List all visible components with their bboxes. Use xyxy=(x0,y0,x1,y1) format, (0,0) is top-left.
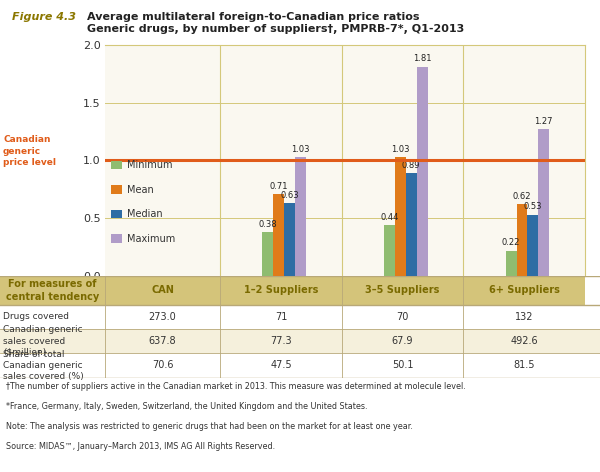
Text: Average multilateral foreign-to-Canadian price ratios: Average multilateral foreign-to-Canadian… xyxy=(87,12,419,22)
Text: 77.3: 77.3 xyxy=(270,336,292,346)
Text: For measures of
central tendency: For measures of central tendency xyxy=(6,279,99,302)
Bar xyxy=(517,204,527,276)
Bar xyxy=(284,203,295,276)
Bar xyxy=(406,173,416,276)
Text: 70.6: 70.6 xyxy=(152,361,173,371)
Text: 0.63: 0.63 xyxy=(280,191,299,200)
Text: Note: The analysis was restricted to generic drugs that had been on the market f: Note: The analysis was restricted to gen… xyxy=(6,422,413,431)
Bar xyxy=(220,276,342,304)
Text: 1.27: 1.27 xyxy=(535,117,553,126)
Text: Minimum: Minimum xyxy=(127,160,172,170)
Text: Median: Median xyxy=(127,209,162,219)
Bar xyxy=(295,157,306,276)
Text: 0.89: 0.89 xyxy=(402,161,421,170)
Text: 6+ Suppliers: 6+ Suppliers xyxy=(489,286,560,295)
Text: †The number of suppliers active in the Canadian market in 2013. This measure was: †The number of suppliers active in the C… xyxy=(6,382,466,391)
Text: 273.0: 273.0 xyxy=(149,312,176,322)
Text: 0.62: 0.62 xyxy=(513,192,531,201)
Text: 70: 70 xyxy=(397,312,409,322)
Text: Source: MIDAS™, January–March 2013, IMS AG All Rights Reserved.: Source: MIDAS™, January–March 2013, IMS … xyxy=(6,442,275,451)
Bar xyxy=(384,225,395,276)
Text: 0.53: 0.53 xyxy=(524,202,542,211)
Bar xyxy=(0,304,600,329)
Bar xyxy=(342,276,463,304)
Text: Drugs covered: Drugs covered xyxy=(3,312,69,321)
Bar xyxy=(395,157,406,276)
Text: 67.9: 67.9 xyxy=(392,336,413,346)
Text: 0.71: 0.71 xyxy=(269,182,288,191)
Text: 71: 71 xyxy=(275,312,287,322)
Text: Figure 4.3: Figure 4.3 xyxy=(12,12,76,22)
Bar xyxy=(262,232,274,276)
Text: 132: 132 xyxy=(515,312,533,322)
Text: 0.44: 0.44 xyxy=(380,213,398,222)
Text: 81.5: 81.5 xyxy=(514,361,535,371)
Bar xyxy=(0,276,105,304)
Text: Canadian generic
sales covered
($million): Canadian generic sales covered ($million… xyxy=(3,326,83,357)
Bar xyxy=(463,276,585,304)
Bar xyxy=(416,67,428,276)
Bar xyxy=(538,129,549,276)
Text: 1–2 Suppliers: 1–2 Suppliers xyxy=(244,286,318,295)
Text: CAN: CAN xyxy=(151,286,174,295)
Text: *France, Germany, Italy, Sweden, Switzerland, the United Kingdom and the United : *France, Germany, Italy, Sweden, Switzer… xyxy=(6,402,367,411)
Text: Canadian
generic
price level: Canadian generic price level xyxy=(3,135,56,168)
Text: Maximum: Maximum xyxy=(127,234,175,244)
Text: 1.03: 1.03 xyxy=(391,144,410,153)
Bar xyxy=(105,276,220,304)
Bar xyxy=(506,251,517,276)
Bar xyxy=(527,215,538,276)
Bar xyxy=(0,329,600,353)
Text: Share of total
Canadian generic
sales covered (%): Share of total Canadian generic sales co… xyxy=(3,350,84,381)
Text: 47.5: 47.5 xyxy=(270,361,292,371)
Text: 0.38: 0.38 xyxy=(259,219,277,229)
Bar xyxy=(274,194,284,276)
Text: 492.6: 492.6 xyxy=(511,336,538,346)
Text: Generic drugs, by number of suppliers†, PMPRB-7*, Q1-2013: Generic drugs, by number of suppliers†, … xyxy=(87,24,464,34)
Text: 0.22: 0.22 xyxy=(502,238,520,247)
Text: Mean: Mean xyxy=(127,185,154,194)
Text: 637.8: 637.8 xyxy=(149,336,176,346)
Text: 3–5 Suppliers: 3–5 Suppliers xyxy=(365,286,440,295)
Text: 1.81: 1.81 xyxy=(413,54,431,63)
Text: 1.03: 1.03 xyxy=(291,144,310,153)
Text: 50.1: 50.1 xyxy=(392,361,413,371)
Bar xyxy=(0,353,600,378)
